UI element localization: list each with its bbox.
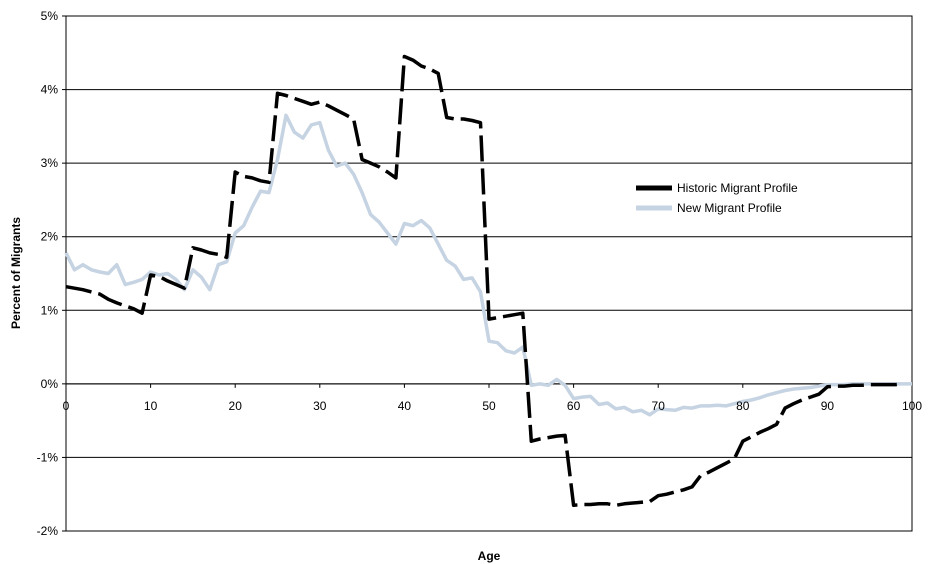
y-tick-label: 5%: [41, 9, 59, 23]
legend-label-historic: Historic Migrant Profile: [677, 181, 798, 195]
x-tick-label: 30: [313, 399, 327, 413]
x-tick-label: 0: [63, 399, 70, 413]
y-tick-label: 1%: [41, 303, 59, 317]
x-tick-label: 40: [398, 399, 412, 413]
legend-label-new: New Migrant Profile: [677, 201, 782, 215]
y-tick-label: 3%: [41, 156, 59, 170]
x-tick-label: 80: [736, 399, 750, 413]
axes: [62, 15, 913, 532]
x-tick-label: 50: [482, 399, 496, 413]
x-tick-label: 60: [567, 399, 581, 413]
x-tick-label: 20: [229, 399, 243, 413]
tick-labels: -2% -1% 0% 1% 2% 3% 4% 5% 0 10 20 30 40 50 60 70 80 90 100: [37, 9, 923, 538]
series: [64, 54, 912, 508]
x-tick-label: 90: [821, 399, 835, 413]
y-tick-label: 4%: [41, 83, 59, 97]
y-tick-label: -2%: [37, 524, 59, 538]
y-tick-label: -1%: [37, 450, 59, 464]
y-tick-label: 2%: [41, 230, 59, 244]
y-tick-label: 0%: [41, 377, 59, 391]
x-tick-label: 10: [144, 399, 158, 413]
y-axis-title: Percent of Migrants: [9, 217, 23, 329]
plot-area-border: [65, 15, 913, 532]
series-line-new: [64, 113, 912, 417]
series-line-historic: [65, 54, 904, 508]
legend: Historic Migrant Profile New Migrant Pro…: [636, 181, 798, 215]
x-tick-label: 70: [652, 399, 666, 413]
x-tick-label: 100: [902, 399, 922, 413]
x-axis-title: Age: [478, 549, 501, 563]
